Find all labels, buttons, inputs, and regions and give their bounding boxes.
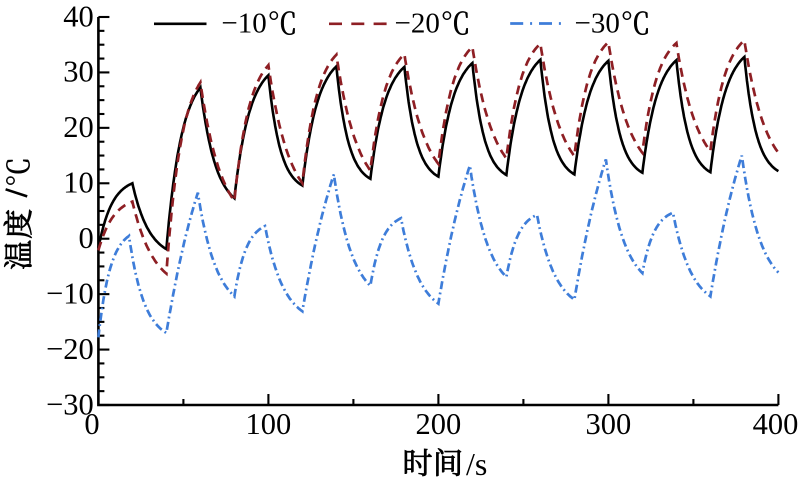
svg-text:−20: −20 <box>395 7 440 39</box>
svg-text:400: 400 <box>753 407 799 441</box>
svg-text:20: 20 <box>63 110 94 144</box>
svg-text:40: 40 <box>63 0 94 33</box>
svg-text:−10: −10 <box>46 276 94 310</box>
svg-text:−30: −30 <box>46 387 94 421</box>
svg-text:0: 0 <box>79 221 94 255</box>
svg-text:30: 30 <box>63 55 94 89</box>
svg-text:−10: −10 <box>221 7 266 39</box>
svg-text:−20: −20 <box>46 332 94 366</box>
svg-text:0: 0 <box>84 407 99 441</box>
svg-text:10: 10 <box>63 166 94 200</box>
svg-text:/s: /s <box>466 446 487 482</box>
svg-text:−30: −30 <box>575 7 620 39</box>
svg-text:200: 200 <box>416 407 462 441</box>
svg-text:300: 300 <box>586 407 632 441</box>
svg-text:100: 100 <box>246 407 292 441</box>
